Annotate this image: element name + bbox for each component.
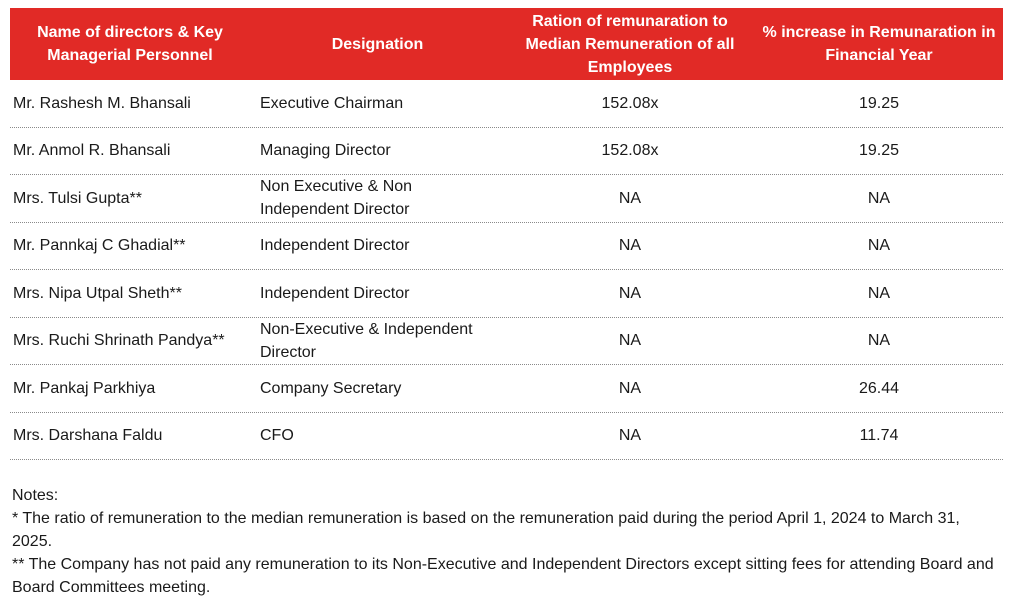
header-designation: Designation (331, 35, 424, 53)
director-name: Mrs. Ruchi Shrinath Pandya** (13, 332, 225, 350)
header-increase: % increase in Remunaration in Financial … (762, 24, 996, 64)
remuneration-ratio: NA (618, 284, 642, 302)
notes-title: Notes: (12, 487, 59, 504)
remuneration-increase: 26.44 (858, 379, 900, 397)
table-row: Mrs. Tulsi Gupta** Non Executive & Non I… (10, 175, 1003, 223)
table-row: Mr. Pankaj Parkhiya Company Secretary NA… (10, 365, 1003, 413)
designation: Company Secretary (260, 379, 402, 397)
remuneration-increase: 11.74 (859, 427, 899, 445)
remuneration-increase: 19.25 (858, 142, 900, 160)
header-name: Name of directors & Key Managerial Perso… (37, 24, 223, 64)
table-row: Mrs. Darshana Faldu CFO NA 11.74 (10, 413, 1003, 460)
remuneration-increase: NA (867, 284, 891, 302)
designation: Independent Director (260, 237, 410, 255)
designation: Independent Director (260, 284, 410, 302)
remuneration-ratio: NA (618, 237, 642, 255)
designation: CFO (260, 427, 294, 445)
remuneration-ratio: 152.08x (601, 142, 659, 160)
remuneration-ratio: NA (618, 189, 642, 207)
notes-section: Notes: * The ratio of remuneration to th… (12, 484, 1002, 599)
director-name: Mrs. Tulsi Gupta** (13, 189, 142, 207)
director-name: Mr. Rashesh M. Bhansali (13, 94, 191, 112)
designation: Non Executive & Non Independent Director (260, 178, 413, 219)
table-row: Mrs. Nipa Utpal Sheth** Independent Dire… (10, 270, 1003, 318)
director-name: Mr. Pankaj Parkhiya (13, 379, 156, 397)
remuneration-increase: NA (867, 332, 891, 350)
note-ratio: * The ratio of remuneration to the media… (12, 510, 960, 550)
remuneration-ratio: NA (618, 427, 642, 445)
designation: Executive Chairman (260, 94, 404, 112)
remuneration-ratio: NA (618, 379, 642, 397)
remuneration-table: Name of directors & Key Managerial Perso… (10, 8, 1003, 460)
remuneration-ratio: 152.08x (601, 94, 659, 112)
remuneration-increase: 19.25 (858, 94, 900, 112)
remuneration-ratio: NA (618, 332, 642, 350)
remuneration-increase: NA (867, 237, 891, 255)
table-row: Mr. Rashesh M. Bhansali Executive Chairm… (10, 80, 1003, 128)
director-name: Mrs. Nipa Utpal Sheth** (13, 284, 182, 302)
note-sitting-fees: ** The Company has not paid any remunera… (12, 556, 994, 596)
director-name: Mr. Pannkaj C Ghadial** (13, 237, 186, 255)
table-row: Mr. Pannkaj C Ghadial** Independent Dire… (10, 223, 1003, 270)
table-row: Mr. Anmol R. Bhansali Managing Director … (10, 128, 1003, 175)
designation: Managing Director (260, 142, 391, 160)
director-name: Mrs. Darshana Faldu (13, 427, 163, 445)
header-ratio: Ration of remunaration to Median Remuner… (525, 12, 735, 76)
designation: Non-Executive & Independent Director (260, 320, 473, 361)
remuneration-increase: NA (867, 189, 891, 207)
table-row: Mrs. Ruchi Shrinath Pandya** Non-Executi… (10, 318, 1003, 365)
table-header: Name of directors & Key Managerial Perso… (10, 8, 1003, 80)
director-name: Mr. Anmol R. Bhansali (13, 142, 171, 160)
